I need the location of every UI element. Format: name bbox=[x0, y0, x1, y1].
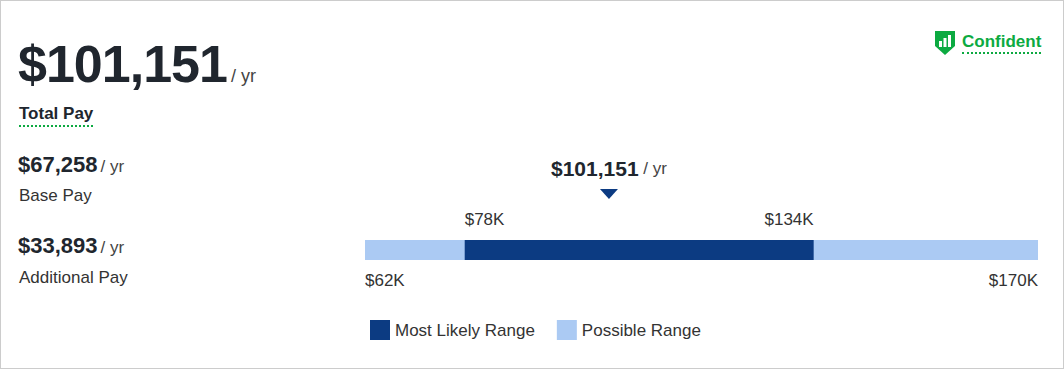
html-text:Base Pay: Base Pay bbox=[19, 186, 92, 205]
html-text:/ yr: / yr bbox=[230, 66, 256, 86]
html-text:Total Pay: Total Pay bbox=[19, 104, 94, 123]
html-text:Additional Pay: Additional Pay bbox=[19, 268, 128, 287]
html-text:$101,151: $101,151 bbox=[18, 35, 227, 93]
svg-text:Most Likely Range: Most Likely Range bbox=[395, 321, 535, 340]
html-text:$33,893/ yr: $33,893/ yr bbox=[18, 233, 125, 258]
svg-text:$170K: $170K bbox=[989, 271, 1039, 290]
svg-text:$134K: $134K bbox=[764, 210, 814, 229]
svg-text:Possible Range: Possible Range bbox=[582, 321, 701, 340]
svg-text:/ yr: / yr bbox=[639, 159, 668, 178]
svg-text:$62K: $62K bbox=[365, 271, 405, 290]
html-text:$67,258/ yr: $67,258/ yr bbox=[18, 152, 125, 177]
html-text:Confident: Confident bbox=[962, 32, 1042, 52]
svg-text:$78K: $78K bbox=[465, 210, 505, 229]
svg-text:$101,151: $101,151 bbox=[551, 157, 639, 180]
